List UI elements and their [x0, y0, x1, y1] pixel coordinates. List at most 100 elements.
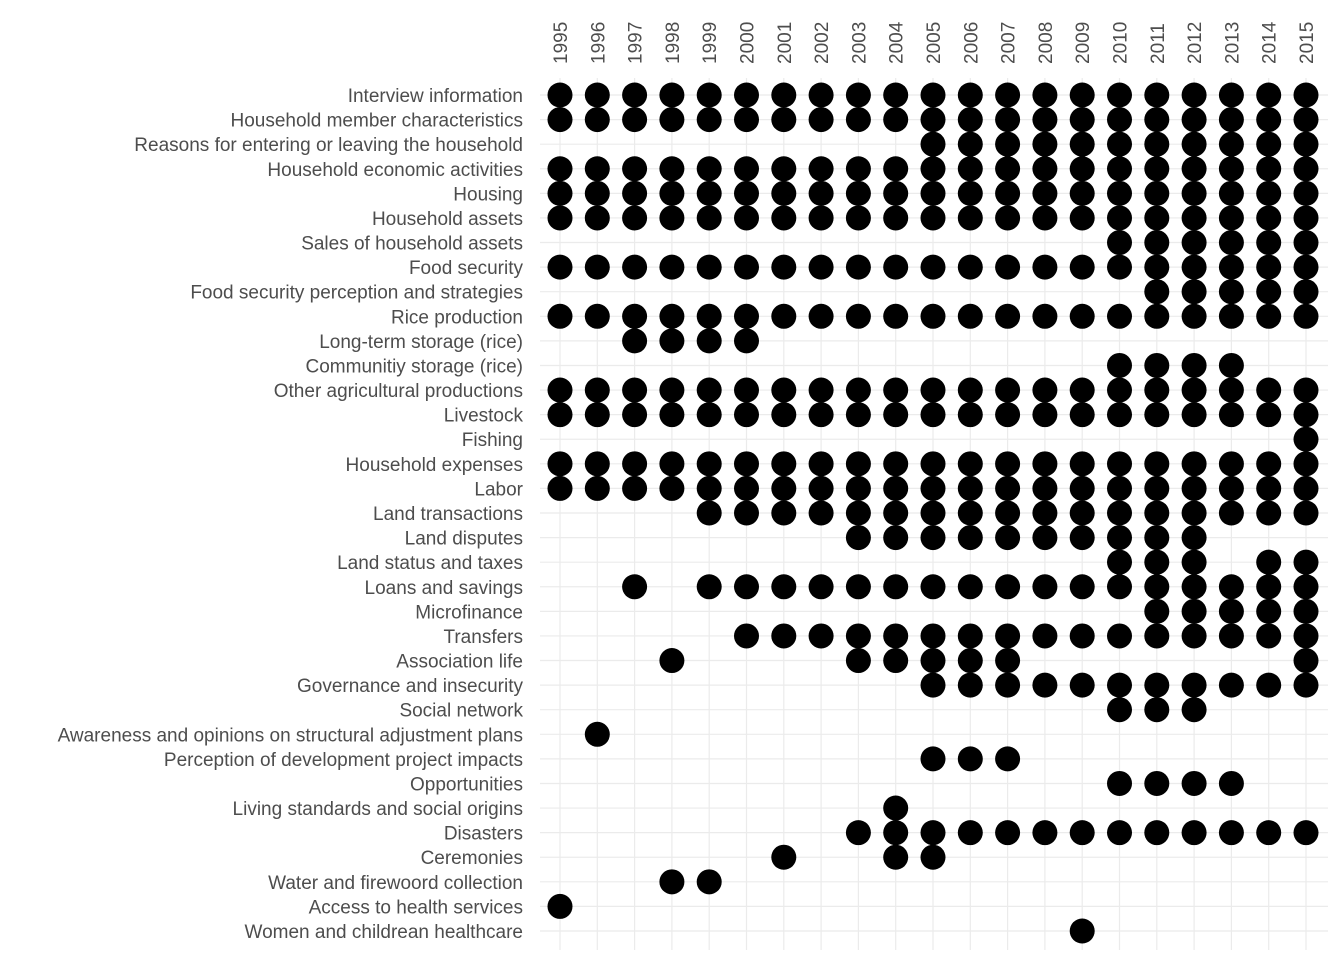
- dot: [920, 820, 946, 846]
- dot: [1069, 918, 1095, 944]
- dot: [920, 648, 946, 674]
- dot: [1218, 598, 1244, 624]
- dot: [547, 475, 573, 501]
- dot: [696, 82, 722, 108]
- dot: [1293, 107, 1319, 133]
- x-tick-label: 2008: [1036, 22, 1057, 64]
- dot: [1144, 770, 1170, 796]
- dot: [659, 254, 685, 280]
- dot: [659, 156, 685, 182]
- x-tick-label: 2013: [1222, 22, 1243, 64]
- dot: [957, 574, 983, 600]
- x-tick-label: 2001: [775, 22, 796, 64]
- dot: [584, 82, 610, 108]
- dot: [1218, 156, 1244, 182]
- dot: [1293, 500, 1319, 526]
- dot: [1181, 525, 1207, 551]
- x-tick-label: 2009: [1073, 22, 1094, 64]
- dot: [1069, 254, 1095, 280]
- dot: [622, 107, 648, 133]
- dot: [1144, 475, 1170, 501]
- dot: [883, 180, 909, 206]
- dot: [1032, 377, 1058, 403]
- dot: [622, 377, 648, 403]
- dot: [547, 205, 573, 231]
- dot: [1107, 180, 1132, 206]
- dot: [957, 254, 983, 280]
- dot: [734, 402, 759, 428]
- dot: [771, 377, 797, 403]
- dot: [957, 107, 983, 133]
- dot: [1144, 180, 1170, 206]
- dot: [920, 746, 946, 772]
- x-tick-label: 2003: [849, 22, 870, 64]
- dot: [1218, 402, 1244, 428]
- dot: [883, 475, 909, 501]
- dot: [845, 525, 871, 551]
- dot: [845, 402, 871, 428]
- dot: [1032, 820, 1058, 846]
- row-label: Governance and insecurity: [297, 676, 524, 697]
- dot: [1218, 672, 1244, 698]
- dot: [995, 82, 1021, 108]
- row-label: Long-term storage (rice): [319, 332, 523, 353]
- row-label: Rice production: [391, 307, 523, 328]
- dot: [845, 205, 871, 231]
- dot: [1181, 598, 1207, 624]
- dot: [883, 402, 909, 428]
- row-label: Livestock: [444, 406, 524, 427]
- dot: [845, 500, 871, 526]
- dot: [696, 107, 722, 133]
- dot: [808, 107, 834, 133]
- dot: [622, 451, 648, 477]
- dot: [659, 328, 685, 354]
- dot: [1107, 451, 1132, 477]
- row-label: Housing: [453, 184, 523, 205]
- row-label: Other agricultural productions: [274, 381, 523, 402]
- dot: [734, 500, 759, 526]
- dot: [622, 254, 648, 280]
- dot: [622, 303, 648, 329]
- x-tick-label: 2015: [1297, 22, 1318, 64]
- x-tick-label: 2000: [738, 22, 759, 64]
- dot: [1032, 107, 1058, 133]
- dot: [1256, 82, 1282, 108]
- dot: [547, 451, 573, 477]
- dot: [920, 254, 946, 280]
- dot: [995, 525, 1021, 551]
- dot: [920, 623, 946, 649]
- dot: [845, 180, 871, 206]
- dot: [1032, 180, 1058, 206]
- dot: [696, 303, 722, 329]
- dot: [547, 402, 573, 428]
- dot: [734, 180, 759, 206]
- dot: [883, 156, 909, 182]
- dot: [1107, 377, 1132, 403]
- dot: [1181, 402, 1207, 428]
- dot: [1293, 426, 1319, 452]
- dot: [1293, 82, 1319, 108]
- dot: [1144, 131, 1170, 157]
- dot: [771, 254, 797, 280]
- dot: [957, 402, 983, 428]
- row-label: Communitiy storage (rice): [306, 356, 524, 377]
- dot: [1144, 156, 1170, 182]
- dot: [920, 180, 946, 206]
- dot: [883, 205, 909, 231]
- dot: [547, 893, 573, 919]
- dot: [883, 500, 909, 526]
- row-label: Loans and savings: [365, 578, 523, 599]
- dot: [883, 623, 909, 649]
- dot: [1256, 623, 1282, 649]
- dot: [696, 377, 722, 403]
- dot: [771, 205, 797, 231]
- dot: [1293, 549, 1319, 575]
- dot: [1107, 672, 1132, 698]
- dot: [1181, 279, 1207, 305]
- dot: [1107, 303, 1132, 329]
- dot: [1293, 156, 1319, 182]
- row-label: Perception of development project impact…: [164, 750, 523, 771]
- dot: [734, 475, 759, 501]
- dot: [1032, 303, 1058, 329]
